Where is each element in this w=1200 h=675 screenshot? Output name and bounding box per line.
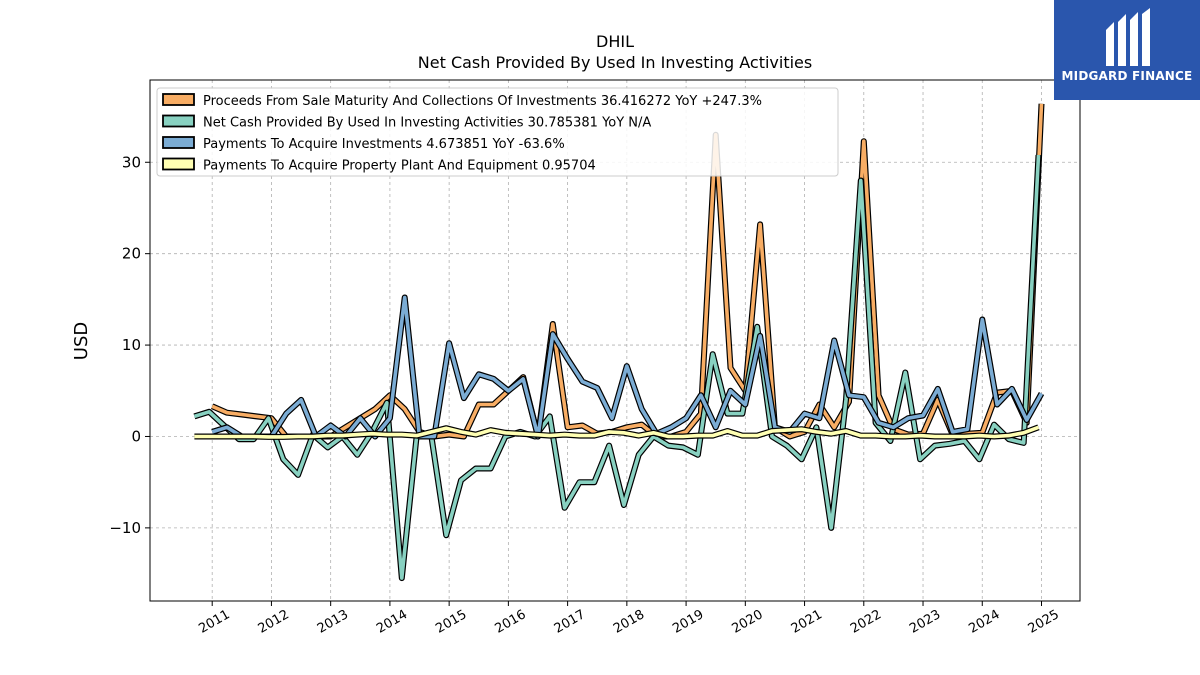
y-tick-label: 10	[122, 336, 141, 354]
legend: Proceeds From Sale Maturity And Collecti…	[156, 87, 839, 177]
legend-entry-2: Payments To Acquire Investments 4.673851…	[203, 137, 565, 152]
x-tick-label: 2013	[315, 607, 351, 637]
legend-swatch-0	[162, 93, 195, 106]
x-axis: 2011 2012 2013 2014 2015 2016 2017 2018 2019 2020…	[196, 601, 1062, 637]
legend-entry-0: Proceeds From Sale Maturity And Collecti…	[203, 94, 762, 109]
logo-text: MIDGARD FINANCE	[1061, 69, 1193, 83]
x-tick-label: 2022	[848, 607, 884, 637]
series-line-0	[211, 103, 1044, 439]
x-tick-label: 2015	[433, 607, 469, 637]
x-tick-label: 2017	[552, 607, 588, 637]
x-tick-label: 2016	[493, 607, 529, 637]
x-tick-label: 2014	[374, 607, 410, 637]
x-tick-label: 2011	[196, 607, 232, 637]
midgard-finance-logo: MIDGARD FINANCE	[1054, 0, 1200, 100]
series-lines	[193, 103, 1045, 582]
legend-swatch-1	[162, 114, 195, 128]
x-tick-label: 2018	[611, 607, 647, 637]
chart-subtitle: Net Cash Provided By Used In Investing A…	[418, 53, 812, 72]
y-axis: −10 0 10 20 30	[109, 153, 150, 537]
y-tick-label: 30	[122, 153, 141, 171]
legend-box	[156, 87, 839, 177]
x-tick-label: 2023	[907, 607, 943, 637]
y-tick-label: −10	[109, 519, 141, 537]
legend-swatch-2	[162, 136, 195, 149]
series-outline-1	[193, 154, 1042, 582]
y-tick-label: 0	[131, 427, 141, 445]
x-tick-label: 2020	[729, 607, 765, 637]
plot-area	[149, 79, 1081, 602]
legend-entry-3: Payments To Acquire Property Plant And E…	[203, 159, 596, 174]
logo-mark-icon	[1106, 8, 1150, 66]
x-tick-label: 2021	[789, 607, 825, 637]
x-tick-label: 2025	[1026, 607, 1062, 637]
x-tick-label: 2012	[256, 607, 292, 637]
legend-swatch-3	[162, 157, 195, 171]
series-line-3	[194, 425, 1040, 439]
y-axis-label: USD	[71, 322, 92, 360]
legend-entry-1: Net Cash Provided By Used In Investing A…	[203, 116, 651, 131]
y-tick-label: 20	[122, 245, 141, 263]
series-line-1	[193, 154, 1041, 580]
x-tick-label: 2019	[670, 607, 706, 637]
chart-title: DHIL	[596, 32, 634, 51]
series-line-2	[211, 295, 1044, 439]
x-tick-label: 2024	[966, 607, 1002, 637]
